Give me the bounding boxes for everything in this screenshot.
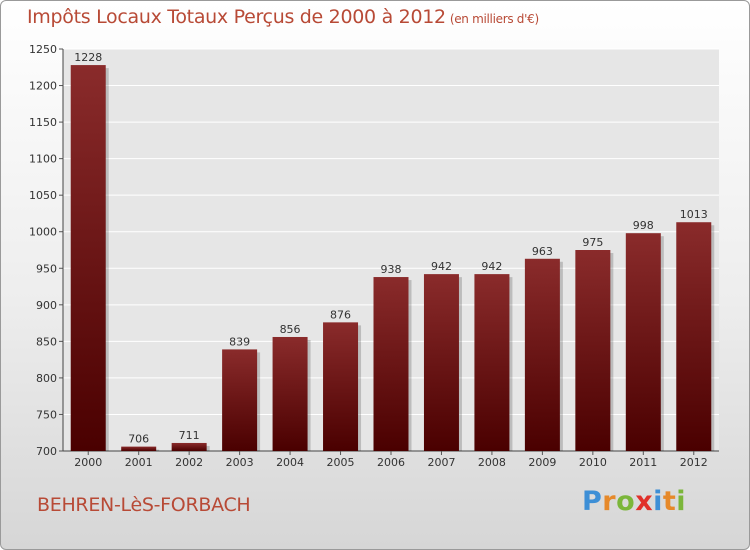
y-tick-label: 1050 xyxy=(29,189,57,202)
y-tick-label: 1250 xyxy=(29,43,57,56)
data-label: 963 xyxy=(532,245,553,258)
x-tick-label: 2008 xyxy=(478,456,506,469)
bar xyxy=(474,274,510,451)
data-label: 942 xyxy=(431,260,452,273)
y-tick-label: 850 xyxy=(36,335,57,348)
data-label: 1228 xyxy=(74,51,102,64)
x-tick-label: 2011 xyxy=(629,456,657,469)
bar xyxy=(272,336,308,451)
y-tick-label: 950 xyxy=(36,262,57,275)
bar xyxy=(575,250,611,451)
data-label: 1013 xyxy=(680,208,708,221)
logo-letter: i xyxy=(653,486,663,517)
bar xyxy=(70,65,106,451)
logo-letter: P xyxy=(582,486,603,517)
town-name: BEHREN-LèS-FORBACH xyxy=(37,494,251,516)
bar xyxy=(524,258,560,451)
y-tick-label: 1200 xyxy=(29,80,57,93)
data-label: 706 xyxy=(128,433,149,446)
bar xyxy=(625,233,661,451)
chart-title: Impôts Locaux Totaux Perçus de 2000 à 20… xyxy=(27,6,539,28)
y-tick-label: 800 xyxy=(36,372,57,385)
data-label: 942 xyxy=(481,260,502,273)
logo-letter: o xyxy=(616,486,636,517)
data-label: 839 xyxy=(229,335,250,348)
logo-letter: i xyxy=(676,486,687,517)
title-text: Impôts Locaux Totaux Perçus de 2000 à 20… xyxy=(27,6,446,28)
bar xyxy=(121,446,157,451)
x-tick-label: 2012 xyxy=(680,456,708,469)
y-tick-label: 750 xyxy=(36,408,57,421)
logo-letter: x xyxy=(635,486,654,517)
x-tick-label: 2002 xyxy=(175,456,203,469)
y-tick-label: 900 xyxy=(36,299,57,312)
x-tick-label: 2000 xyxy=(74,456,102,469)
bar xyxy=(373,277,409,451)
data-label: 876 xyxy=(330,308,351,321)
x-tick-label: 2009 xyxy=(528,456,556,469)
bar xyxy=(323,322,359,451)
data-label: 938 xyxy=(381,263,402,276)
data-label: 856 xyxy=(280,323,301,336)
logo-letter: r xyxy=(602,486,617,517)
bar xyxy=(676,222,712,451)
logo-letter: t xyxy=(662,486,677,517)
bar xyxy=(171,442,207,451)
y-tick-label: 1150 xyxy=(29,116,57,129)
x-tick-label: 2004 xyxy=(276,456,304,469)
chart-subtitle: (en milliers d'€) xyxy=(449,12,539,26)
x-tick-label: 2003 xyxy=(226,456,254,469)
data-label: 975 xyxy=(582,236,603,249)
x-tick-label: 2001 xyxy=(125,456,153,469)
bar xyxy=(423,274,459,451)
bar xyxy=(222,349,258,451)
data-label: 998 xyxy=(633,219,654,232)
proxiti-logo: Proxiti xyxy=(582,486,686,517)
y-tick-label: 700 xyxy=(36,445,57,458)
x-tick-label: 2010 xyxy=(579,456,607,469)
data-label: 711 xyxy=(179,429,200,442)
x-tick-label: 2006 xyxy=(377,456,405,469)
x-tick-label: 2007 xyxy=(427,456,455,469)
y-tick-label: 1000 xyxy=(29,226,57,239)
x-tick-label: 2005 xyxy=(327,456,355,469)
y-tick-label: 1100 xyxy=(29,153,57,166)
